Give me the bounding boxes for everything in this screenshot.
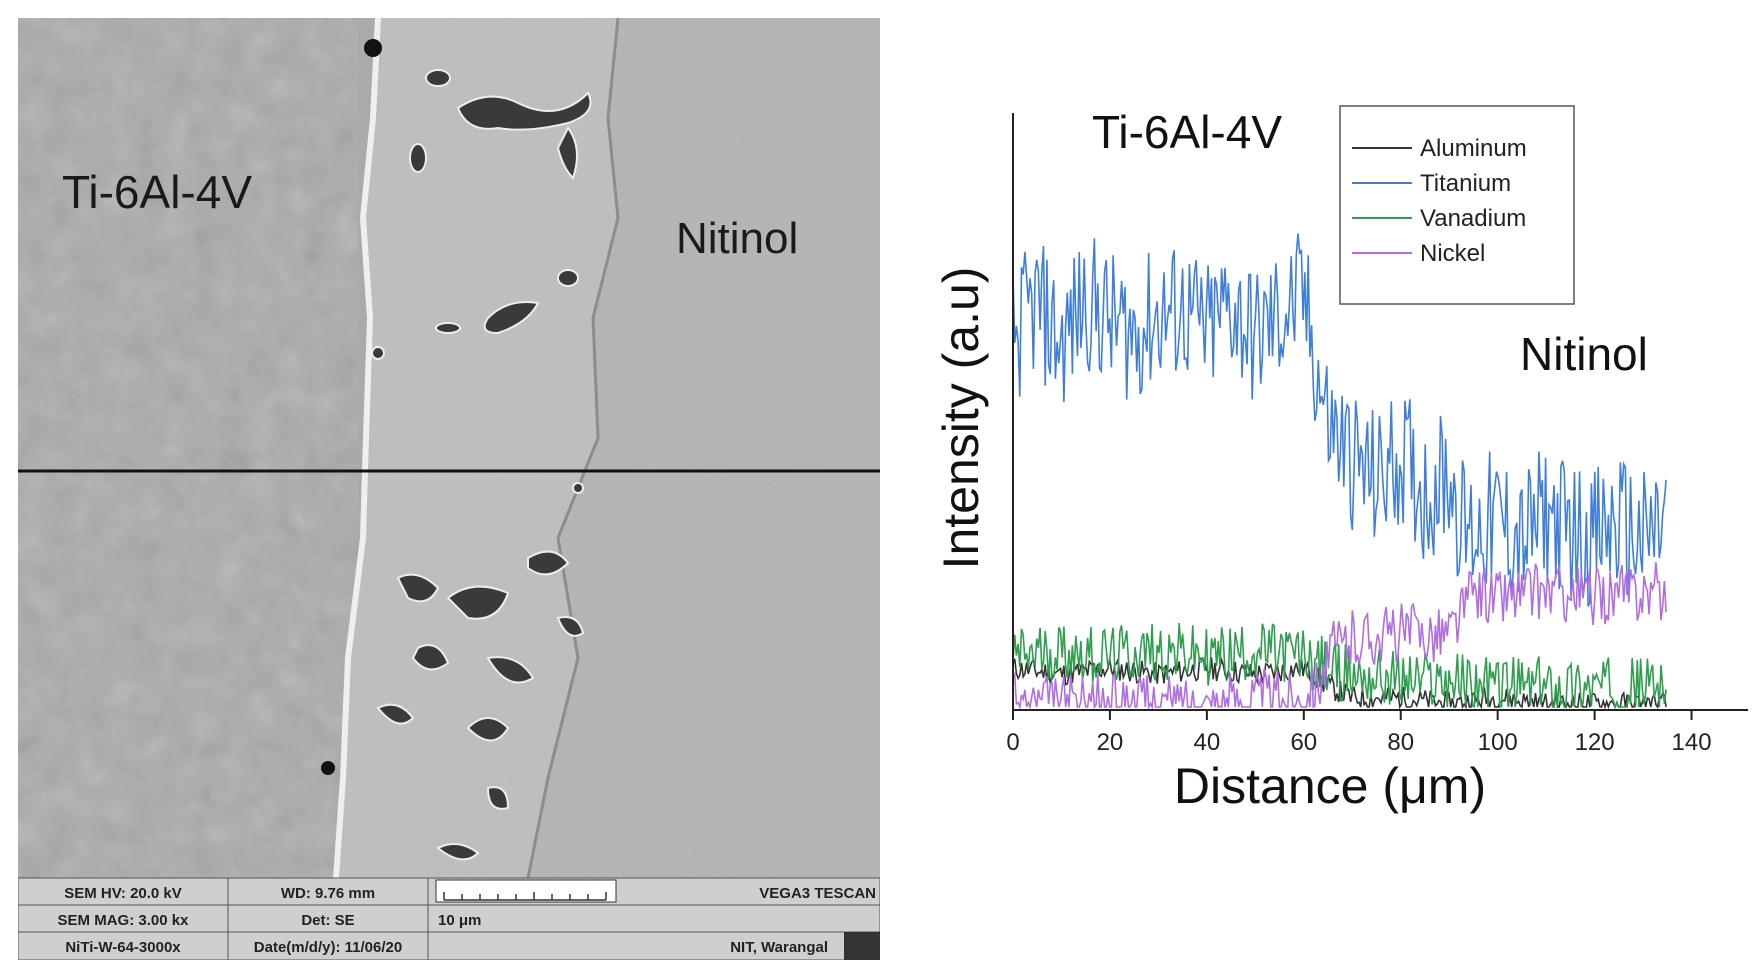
series-line-titanium: [1012, 233, 1667, 607]
sem-site: NIT, Warangal: [730, 939, 828, 956]
sem-scale-label: 10 μm: [438, 912, 481, 929]
x-tick-label: 60: [1290, 729, 1317, 756]
x-tick-label: 100: [1478, 729, 1518, 756]
sem-micrograph: Ti-6Al-4V Nitinol SEM HV: 20.0 kV WD: 9.…: [18, 18, 880, 960]
sem-file: NiTi-W-64-3000x: [65, 939, 181, 956]
x-ticks: 0 20 40 60 80 100 120 140: [1006, 710, 1712, 756]
legend-label: Nickel: [1420, 240, 1485, 267]
annotation-ti: Ti-6Al-4V: [1092, 106, 1282, 158]
sem-brand: VEGA3 TESCAN: [759, 885, 876, 902]
sem-mag: SEM MAG: 3.00 kx: [58, 912, 190, 929]
sem-hv: SEM HV: 20.0 kV: [64, 885, 182, 902]
sem-info-bar: SEM HV: 20.0 kV WD: 9.76 mm VEGA3 TESCAN…: [18, 877, 880, 960]
x-tick-label: 40: [1194, 729, 1221, 756]
x-tick-label: 80: [1387, 729, 1414, 756]
sem-label-ti: Ti-6Al-4V: [62, 166, 252, 218]
legend-label: Aluminum: [1420, 135, 1527, 162]
detector-icon: [844, 932, 880, 960]
pores: [371, 69, 592, 861]
legend: Aluminum Titanium Vanadium Nickel: [1339, 105, 1575, 305]
sem-date: Date(m/d/y): 11/06/20: [254, 939, 402, 956]
sem-label-nitinol: Nitinol: [676, 214, 798, 263]
x-tick-label: 120: [1575, 729, 1615, 756]
x-tick-label: 140: [1672, 729, 1712, 756]
sem-det: Det: SE: [301, 912, 354, 929]
scale-bar-box: [435, 879, 617, 903]
legend-label: Titanium: [1420, 170, 1511, 197]
y-axis-label: Intensity (a.u): [933, 267, 989, 570]
x-axis-label: Distance (μm): [1174, 758, 1486, 814]
series-line-vanadium: [1012, 623, 1667, 710]
legend-label: Vanadium: [1420, 205, 1526, 232]
sem-wd: WD: 9.76 mm: [281, 885, 375, 902]
plot-series: [1012, 233, 1667, 711]
annotation-nitinol: Nitinol: [1520, 328, 1648, 380]
x-tick-label: 0: [1006, 729, 1019, 756]
x-tick-label: 20: [1097, 729, 1124, 756]
series-line-nickel: [1012, 562, 1667, 711]
line-scan-chart: 0 20 40 60 80 100 120 140 Distance (μm) Intensi…: [933, 105, 1748, 814]
